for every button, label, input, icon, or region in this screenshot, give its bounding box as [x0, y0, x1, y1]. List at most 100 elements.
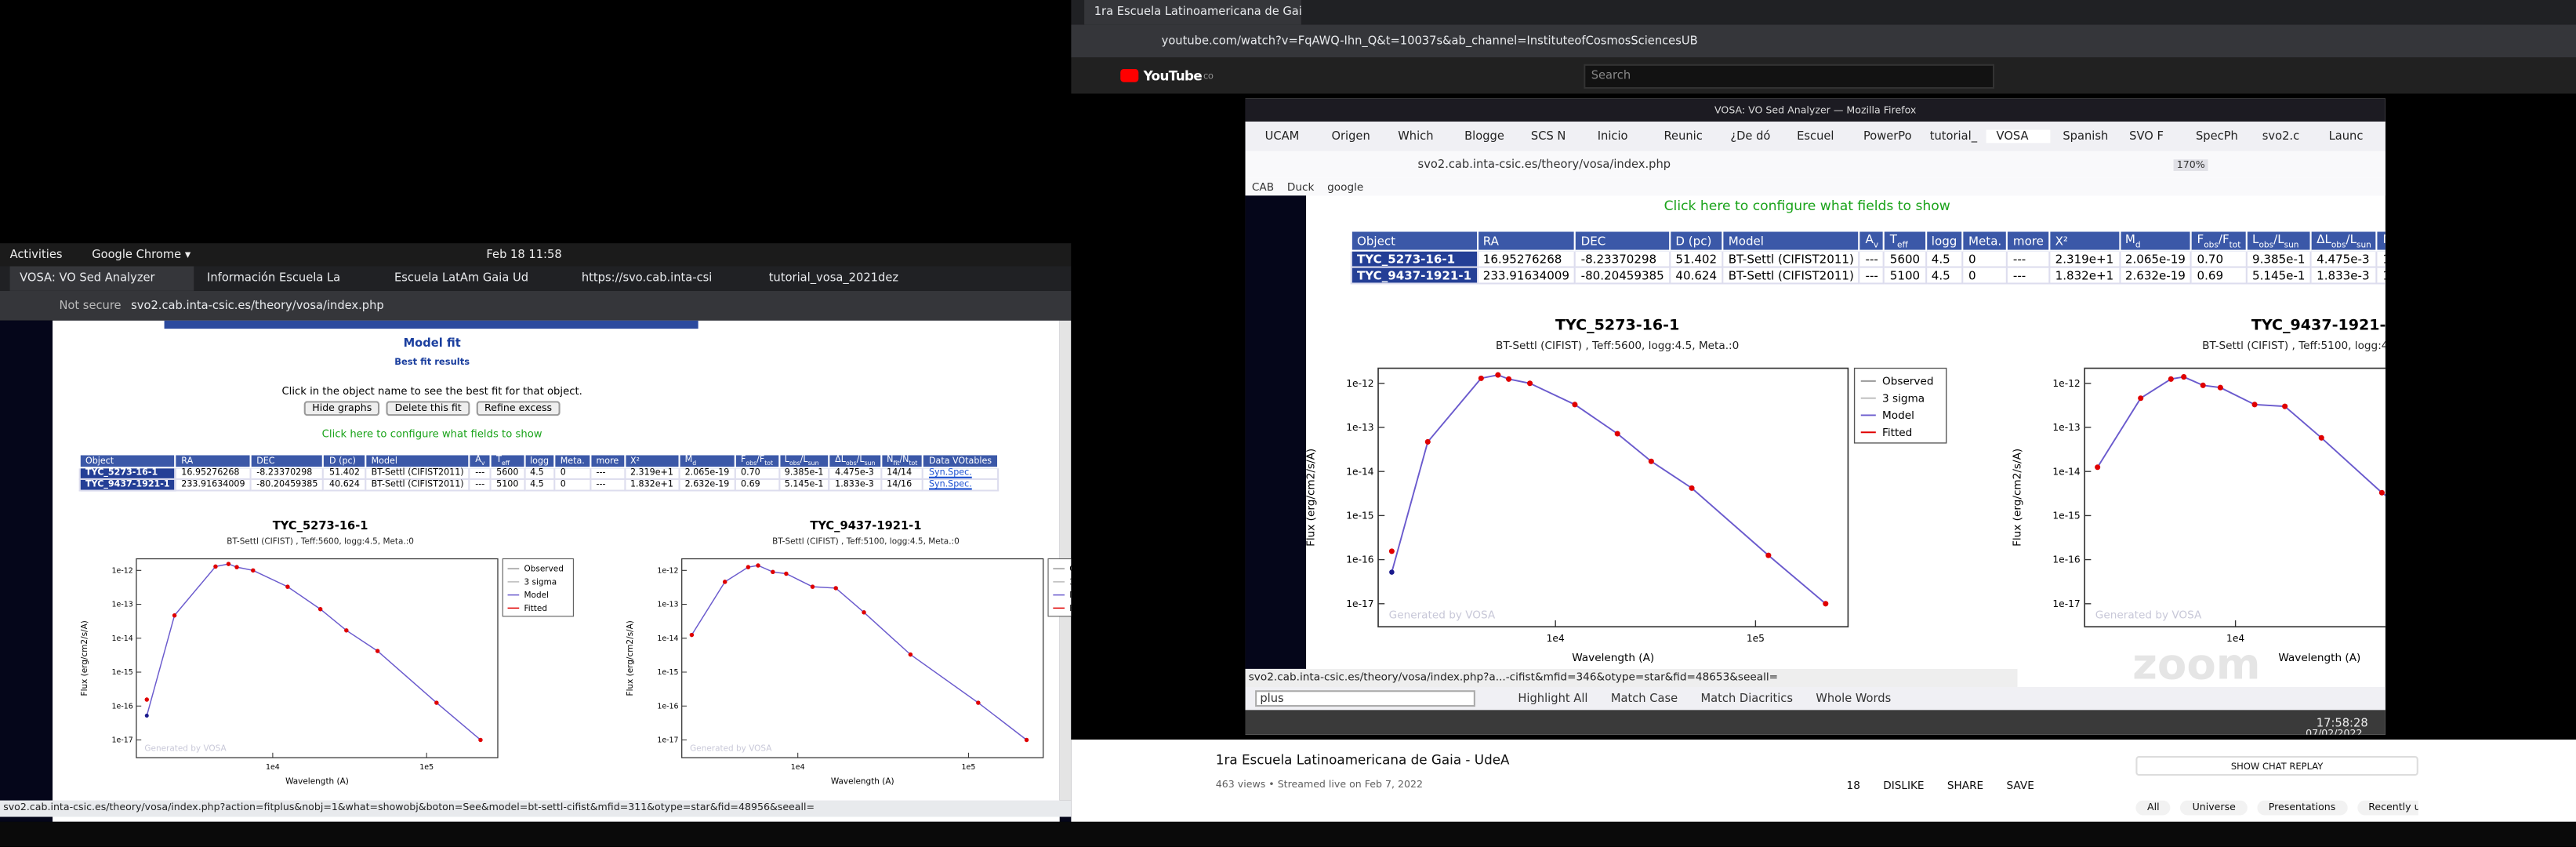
- button[interactable]: Delete this fit: [386, 401, 470, 416]
- url[interactable]: svo2.cab.inta-csic.es/theory/vosa/index.…: [1417, 158, 1671, 171]
- chart-title: TYC_5273-16-1: [273, 519, 368, 533]
- cell: 5.145e-1: [778, 478, 830, 492]
- configure-link[interactable]: Click here to configure what fields to s…: [321, 428, 542, 441]
- cell: 1.833e-3: [2309, 267, 2378, 285]
- action-button[interactable]: DISLIKE: [1883, 779, 1925, 793]
- browser-tab[interactable]: UCAM: [1264, 129, 1300, 144]
- url[interactable]: svo2.cab.inta-csic.es/theory/vosa/index.…: [131, 299, 384, 313]
- header-text: ΔL: [2317, 231, 2331, 247]
- browser-tab[interactable]: Reunic: [1664, 129, 1703, 144]
- legend: Observed 3 sigma Model Fitted: [1853, 367, 1947, 444]
- button[interactable]: Hide graphs: [303, 401, 380, 416]
- browser-tab[interactable]: VOSA: VO Sed Analyzer: [9, 266, 194, 291]
- object-link[interactable]: TYC_9437-1921-1: [78, 478, 177, 492]
- cell: 9.385e-1: [2245, 250, 2312, 269]
- column-header: DEC: [1574, 230, 1671, 253]
- find-option[interactable]: Whole Words: [1816, 692, 1892, 706]
- clock-date: 07/02/2022: [2306, 727, 2363, 735]
- browser-tab[interactable]: Inicio: [1597, 129, 1628, 144]
- browser-tab[interactable]: Blogge: [1464, 129, 1504, 144]
- logo[interactable]: YouTube: [1143, 67, 1203, 83]
- browser-tab[interactable]: Spanish: [2063, 129, 2109, 144]
- bookmark[interactable]: CAB: [1251, 180, 1275, 194]
- browser-tab[interactable]: SpecPh: [2195, 129, 2238, 144]
- app-menu[interactable]: Google Chrome ▾: [92, 248, 191, 262]
- url[interactable]: youtube.com/watch?v=FqAWQ-Ihn_Q&t=10037s…: [1161, 35, 1698, 48]
- find-option[interactable]: Match Case: [1610, 692, 1678, 706]
- cell[interactable]: Syn.Spec.: [922, 467, 999, 481]
- x-tick-label: 1e4: [2226, 633, 2244, 644]
- cell: 5600: [1883, 250, 1927, 269]
- column-header: Teff: [1883, 230, 1927, 253]
- chip[interactable]: Presentations: [2257, 800, 2347, 816]
- legend-label: Observed: [524, 565, 564, 574]
- action-button[interactable]: SAVE: [2006, 779, 2034, 793]
- bookmarks-bar: CAB Duck google: [1245, 177, 2386, 196]
- security-indicator[interactable]: Not secure: [59, 299, 122, 313]
- browser-tab[interactable]: SCS N: [1530, 129, 1566, 144]
- object-link[interactable]: TYC_5273-16-1: [78, 467, 177, 481]
- object-link[interactable]: TYC_9437-1921-1: [1350, 267, 1478, 285]
- find-input[interactable]: plus: [1255, 690, 1475, 707]
- y-tick-label: 1e-15: [2052, 510, 2080, 521]
- header-text: v: [481, 460, 485, 467]
- browser-tab[interactable]: PowerPo: [1863, 129, 1912, 144]
- column-header: Teff: [489, 453, 525, 469]
- browser-tab[interactable]: Escuel: [1797, 129, 1834, 144]
- like-count[interactable]: 18: [1846, 779, 1860, 793]
- header-text: /L: [800, 455, 808, 466]
- cell: 233.91634009: [1476, 267, 1576, 285]
- browser-tab[interactable]: svo2.c: [2262, 129, 2300, 144]
- configure-link[interactable]: Click here to configure what fields to s…: [1664, 197, 1950, 214]
- header-text: tot: [909, 460, 918, 467]
- browser-tab[interactable]: Información Escuela La: [207, 271, 341, 285]
- button[interactable]: Refine excess: [476, 401, 561, 416]
- x-tick-label: 1e4: [1547, 633, 1565, 644]
- cell: 40.624: [322, 478, 367, 492]
- browser-tab[interactable]: Launc: [2328, 129, 2364, 144]
- browser-tab[interactable]: tutorial_: [1929, 129, 1978, 144]
- bookmark[interactable]: google: [1327, 180, 1364, 194]
- cell[interactable]: Syn.Spec.: [922, 478, 999, 492]
- search-box[interactable]: Search: [1583, 63, 1994, 89]
- activities[interactable]: Activities: [9, 248, 63, 262]
- browser-tab[interactable]: Origen: [1331, 129, 1370, 144]
- chip[interactable]: All: [2135, 800, 2171, 816]
- clock[interactable]: Feb 18 11:58: [486, 248, 562, 262]
- data-point: [1024, 737, 1029, 743]
- results-table-wrap: Object RA DEC D (pc) Model Av Teff logg Meta. mor…: [78, 453, 1016, 492]
- browser-tab[interactable]: 1ra Escuela Latinoamericana de Gaia - Ud…: [1084, 0, 1301, 25]
- heading: Model fit: [403, 336, 461, 351]
- browser-tab[interactable]: ¿De dó: [1730, 129, 1771, 144]
- browser-tab[interactable]: Escuela LatAm Gaia Ud: [394, 271, 529, 285]
- header-text: sun: [864, 460, 876, 467]
- chip[interactable]: Recently u: [2356, 800, 2418, 816]
- legend: Observed 3 sigma Model Fitted: [502, 558, 574, 617]
- column-header: D (pc): [322, 453, 367, 469]
- action-button[interactable]: SHARE: [1947, 779, 1984, 793]
- browser-tab[interactable]: VOSA: [1986, 129, 2050, 144]
- cell: 2.632e-19: [678, 478, 736, 492]
- chip[interactable]: Universe: [2180, 800, 2248, 816]
- chat-replay-button[interactable]: SHOW CHAT REPLAY: [2135, 756, 2418, 776]
- cell: -80.20459385: [1574, 267, 1671, 285]
- browser-tab[interactable]: Which: [1398, 129, 1434, 144]
- browser-tab[interactable]: https://svo.cab.inta-csi: [581, 271, 713, 285]
- y-tick-label: 1e-17: [112, 736, 133, 745]
- object-link[interactable]: TYC_5273-16-1: [1350, 250, 1478, 269]
- zoom-level[interactable]: 170%: [2173, 158, 2208, 170]
- bookmark[interactable]: Duck: [1286, 180, 1315, 194]
- find-option[interactable]: Match Diacritics: [1700, 692, 1794, 706]
- results-table: Object RA DEC D (pc) Model Av Teff logg Meta. mor…: [1350, 230, 2386, 285]
- y-axis-label: Flux (erg/cm2/s/A): [626, 620, 635, 696]
- browser-tab[interactable]: tutorial_vosa_2021dez: [768, 271, 899, 285]
- browser-tab[interactable]: SVO F: [2129, 129, 2164, 144]
- header-text: eff: [501, 460, 510, 467]
- data-point: [375, 649, 380, 653]
- find-option[interactable]: Highlight All: [1518, 692, 1588, 706]
- y-tick-label: 1e-14: [657, 634, 678, 643]
- header-text: sun: [2284, 240, 2299, 251]
- header-text: v: [1873, 240, 1879, 251]
- legend-label: Fitted: [1069, 604, 1071, 613]
- cell: -8.23370298: [1574, 250, 1671, 269]
